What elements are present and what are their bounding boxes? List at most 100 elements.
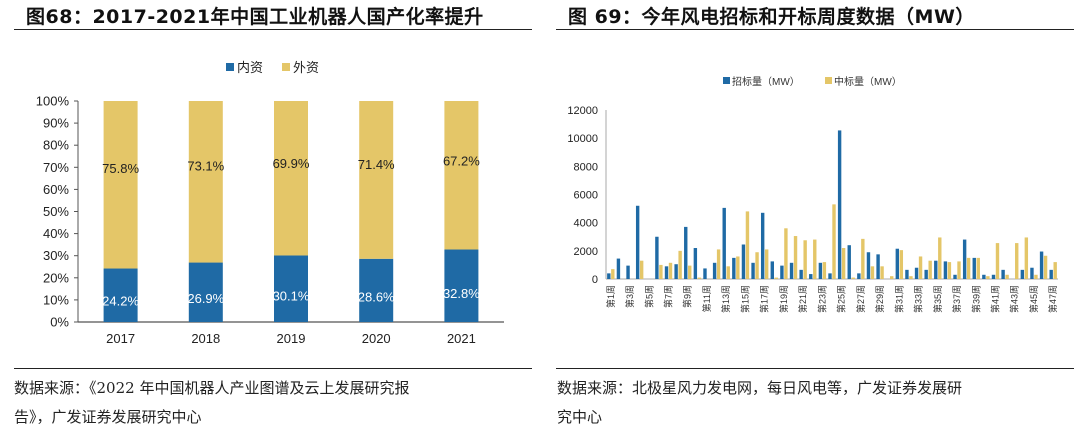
bar-tender: [693, 248, 698, 279]
legend-swatch-2: [282, 63, 290, 71]
bar-tender: [1020, 269, 1025, 279]
x-tick-label: 第19周: [778, 285, 789, 313]
legend-swatch-1: [723, 77, 730, 84]
bar-award: [822, 262, 827, 279]
bar-award: [947, 262, 952, 279]
title-rule: [556, 29, 1074, 30]
bar-award: [813, 239, 817, 279]
bar-tender: [626, 265, 630, 279]
bar-tender: [924, 269, 928, 279]
bar-tender: [809, 274, 813, 279]
figure-68-panel: 图68：2017-2021年中国工业机器人国产化率提升 内资 外资 0% 10% 20%…: [14, 6, 532, 426]
x-tick-label: 第21周: [797, 285, 808, 313]
bar-tender: [818, 262, 823, 279]
x-tick-label: 第35周: [932, 285, 943, 313]
x-tick-label: 第41周: [989, 285, 1000, 313]
x-tick-label: 2019: [277, 331, 306, 346]
bar-award: [755, 252, 759, 279]
x-tick-label: 第1周: [605, 285, 616, 308]
bar-tender: [703, 268, 707, 279]
x-tick-label: 第39周: [970, 285, 981, 313]
bar-tender: [847, 245, 851, 279]
y-tick-label: 0%: [50, 315, 69, 330]
bar-tender: [732, 257, 736, 279]
x-tick-label: 第31周: [893, 285, 904, 313]
bar-award: [745, 211, 750, 279]
y-tick-label: 6000: [574, 190, 598, 202]
y-tick-label: 50%: [43, 204, 69, 219]
bar-award: [928, 260, 932, 279]
bar-domestic: [274, 255, 308, 322]
bar-tender: [770, 261, 774, 279]
x-tick-label: 第3周: [624, 285, 635, 308]
bar-award: [851, 277, 855, 279]
title-rule: [14, 29, 532, 30]
x-tick-label: 第9周: [682, 285, 693, 308]
y-tick-label: 12000: [567, 105, 598, 117]
bar-award: [668, 262, 673, 279]
x-tick-label: 第15周: [739, 285, 750, 313]
bar-tender: [751, 262, 755, 279]
data-label: 26.9%: [187, 291, 224, 306]
bar-tender: [982, 274, 986, 279]
bar-tender: [953, 274, 957, 279]
x-tick-label: 第7周: [663, 285, 674, 308]
bar-tender: [972, 257, 976, 279]
bar-tender: [1001, 269, 1005, 279]
y-tick-label: 100%: [36, 94, 70, 109]
y-tick-label: 10000: [567, 133, 598, 145]
bar-award: [1015, 243, 1019, 279]
bar-award: [774, 277, 778, 279]
source-rule: [14, 368, 532, 369]
figure-69-panel: 图 69：今年风电招标和开标周度数据（MW） 招标量（MW） 中标量（MW） 0 20…: [540, 0, 1080, 435]
bar-tender: [1039, 251, 1044, 279]
bar-award: [726, 266, 730, 279]
y-tick-label: 10%: [43, 292, 69, 307]
bar-award: [1005, 274, 1009, 279]
bar-tender: [741, 244, 746, 279]
data-label: 73.1%: [187, 159, 224, 174]
bar-tender: [635, 205, 640, 279]
bar-domestic: [359, 258, 394, 322]
bar-tender: [760, 212, 765, 279]
bar-award: [938, 237, 942, 279]
bar-award: [611, 269, 615, 279]
bar-tender: [799, 269, 803, 279]
bar-domestic: [444, 249, 479, 322]
y-tick-label: 2000: [574, 246, 598, 258]
bar-tender: [828, 273, 832, 279]
y-tick-label: 30%: [43, 248, 69, 263]
y-tick-label: 70%: [43, 160, 69, 175]
x-tick-label: 第25周: [836, 285, 847, 313]
x-tick-label: 第37周: [951, 285, 962, 313]
bar-domestic: [188, 262, 223, 322]
bar-award: [1043, 255, 1048, 279]
y-tick-label: 4000: [574, 218, 598, 230]
bar-foreign: [359, 101, 394, 259]
x-tick-label: 第45周: [1028, 285, 1039, 313]
bar-tender: [837, 130, 842, 279]
data-label: 28.6%: [358, 290, 395, 305]
bar-tender: [722, 207, 726, 279]
bar-tender: [866, 252, 871, 279]
bar-tender: [1049, 269, 1053, 279]
bar-tender: [876, 254, 880, 279]
y-tick-label: 40%: [43, 226, 69, 241]
bar-foreign: [188, 101, 223, 263]
x-tick-label: 第29周: [874, 285, 885, 313]
y-tick-label: 80%: [43, 138, 69, 153]
source-line-1: 数据来源：《2022 年中国机器人产业图谱及云上发展研究报: [14, 379, 410, 397]
bar-award: [688, 265, 692, 279]
source-line-2: 究中心: [557, 408, 603, 426]
y-tick-label: 60%: [43, 182, 69, 197]
bar-award: [697, 277, 702, 279]
bar-tender: [655, 236, 659, 279]
y-tick-label: 8000: [574, 161, 598, 173]
bar-foreign: [103, 101, 138, 269]
legend-swatch-2: [825, 77, 832, 84]
data-label: 71.4%: [358, 157, 395, 172]
bar-award: [1024, 237, 1029, 279]
bar-award: [861, 238, 865, 279]
source-rule: [556, 368, 1074, 369]
legend-swatch-1: [226, 63, 234, 71]
